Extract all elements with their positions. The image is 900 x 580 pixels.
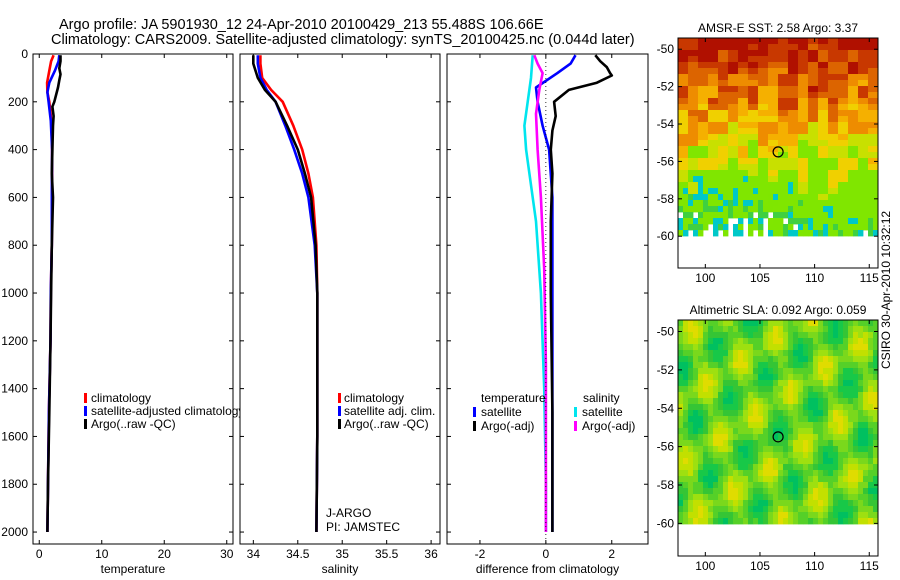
y-tick-label: 1000 <box>1 286 28 300</box>
series-line-temperature-argo-adj- <box>549 54 614 532</box>
x-tick-label: 110 <box>805 271 824 285</box>
x-axis-label: temperature <box>101 562 166 576</box>
x-tick-label: 0 <box>543 547 550 561</box>
legend-label: Argo(..raw -QC) <box>344 417 429 431</box>
y-tick-label: -56 <box>657 154 675 168</box>
institution-label: J-ARGO <box>326 506 371 520</box>
legend-swatch <box>338 393 341 403</box>
legend-swatch <box>574 407 577 417</box>
y-tick-label: -54 <box>657 401 675 415</box>
difference-legend: temperaturesatelliteArgo(-adj)salinitysa… <box>473 391 635 433</box>
salinity-profile-panel: 34 34.5 35 35.5 36 salinity climatologysatelli… <box>239 53 441 576</box>
y-tick-label: 400 <box>8 143 28 157</box>
x-tick-label: 36 <box>424 547 438 561</box>
figure-title-line1: Argo profile: JA 5901930_12 24-Apr-2010 … <box>59 17 544 33</box>
y-tick-label: 600 <box>8 190 28 204</box>
map-cells <box>678 38 878 237</box>
y-tick-label: 200 <box>8 95 28 109</box>
legend-swatch <box>84 406 87 416</box>
x-tick-label: 110 <box>805 559 824 573</box>
legend-label: satellite <box>582 405 623 419</box>
y-tick-label: 1600 <box>1 429 28 443</box>
legend-label: climatology <box>91 391 151 405</box>
x-tick-label: 100 <box>695 559 715 573</box>
figure-title-line2: Climatology: CARS2009. Satellite-adjuste… <box>51 32 635 48</box>
argo-position-marker <box>772 146 784 158</box>
plot-area <box>446 53 649 545</box>
x-tick-label: 35.5 <box>375 547 399 561</box>
map-title: AMSR-E SST: 2.58 Argo: 3.37 <box>698 21 858 35</box>
legend-label: Argo(-adj) <box>582 419 635 433</box>
legend-group-title: salinity <box>583 391 620 405</box>
y-tick-label: -52 <box>657 80 675 94</box>
x-tick-label: 34 <box>247 547 261 561</box>
x-tick-label: 105 <box>750 271 770 285</box>
y-tick-label: 800 <box>8 238 28 252</box>
x-tick-label: 20 <box>158 547 172 561</box>
y-tick-label: -52 <box>657 363 675 377</box>
x-tick-label: 100 <box>695 271 715 285</box>
sla-map-panel: 100 105 110 115 -50 -52 -54 -56 -58 -60 Altimetric… <box>657 303 879 573</box>
legend-swatch <box>84 419 87 429</box>
legend-label: satellite-adjusted climatology <box>91 404 244 418</box>
legend-label: Argo(-adj) <box>481 419 534 433</box>
y-tick-label: -58 <box>657 192 675 206</box>
sst-map-panel: 100 105 110 115 -50 -52 -54 -56 -58 -60 AMSR-E SST… <box>657 21 879 285</box>
y-tick-label: -60 <box>657 516 675 530</box>
legend-label: climatology <box>344 391 404 405</box>
x-tick-label: 115 <box>860 271 879 285</box>
argo-position-marker <box>772 431 784 443</box>
x-tick-label: 30 <box>220 547 234 561</box>
map-frame <box>677 37 879 269</box>
x-tick-label: 105 <box>750 559 770 573</box>
legend-swatch <box>574 421 577 431</box>
legend-swatch <box>338 419 341 429</box>
series-line-argo-raw-qc- <box>252 55 319 533</box>
legend-swatch <box>84 393 87 403</box>
x-tick-label: 0 <box>36 547 43 561</box>
x-tick-label: 35 <box>336 547 350 561</box>
legend-label: satellite <box>481 405 522 419</box>
plot-area <box>239 53 441 545</box>
map-frame <box>677 319 879 557</box>
legend-swatch <box>473 407 476 417</box>
legend-swatch <box>473 421 476 431</box>
x-tick-label: 2 <box>608 547 615 561</box>
series-line-argo-raw-qc- <box>46 55 62 533</box>
x-tick-label: 34.5 <box>286 547 310 561</box>
credit-label: CSIRO 30-Apr-2010 10:32:12 <box>879 211 893 369</box>
y-tick-label: -50 <box>657 325 675 339</box>
map-title: Altimetric SLA: 0.092 Argo: 0.059 <box>690 303 867 317</box>
y-tick-label: -54 <box>657 117 675 131</box>
series-line-salinity-argo-adj- <box>533 54 548 532</box>
legend-group-title: temperature <box>481 391 546 405</box>
y-tick-label: -58 <box>657 478 675 492</box>
pi-label: PI: JAMSTEC <box>326 520 400 534</box>
y-tick-label: -50 <box>657 42 675 56</box>
y-tick-label: 1800 <box>1 477 28 491</box>
legend-label: satellite adj. clim. <box>344 404 435 418</box>
y-tick-label: 2000 <box>1 525 28 539</box>
y-tick-label: 0 <box>21 47 28 61</box>
x-tick-label: -2 <box>475 547 486 561</box>
y-tick-label: 1200 <box>1 334 28 348</box>
map-cells <box>678 320 878 525</box>
y-tick-label: -56 <box>657 440 675 454</box>
plot-area <box>32 53 234 545</box>
x-axis-label: difference from climatology <box>476 562 619 576</box>
legend-swatch <box>338 406 341 416</box>
y-tick-label: 1400 <box>1 382 28 396</box>
legend-label: Argo(..raw -QC) <box>91 417 176 431</box>
temperature-profile-panel: 0 10 20 30 0 200 400 600 800 1000 1200 1400 1600 1800… <box>1 47 244 576</box>
x-tick-label: 10 <box>95 547 109 561</box>
x-axis-label: salinity <box>322 562 359 576</box>
y-tick-label: -60 <box>657 229 675 243</box>
x-tick-label: 115 <box>860 559 879 573</box>
